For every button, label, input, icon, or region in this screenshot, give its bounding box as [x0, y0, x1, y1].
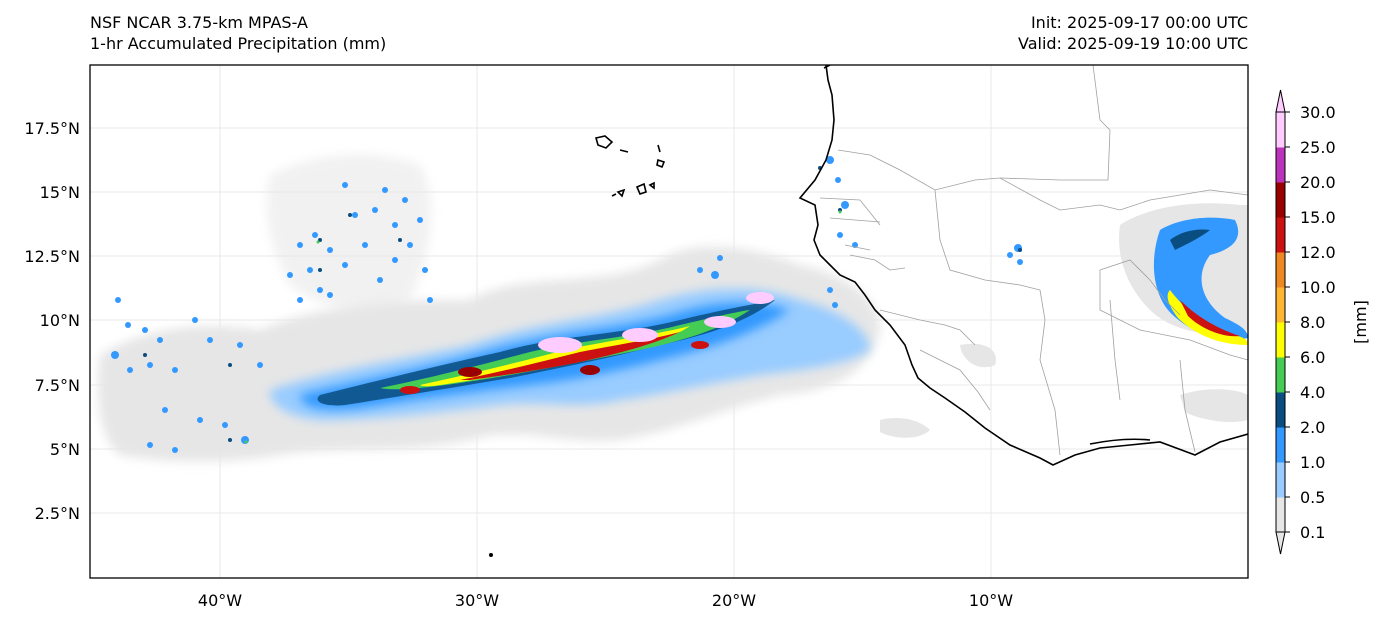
lat-label: 5°N: [50, 440, 80, 459]
scattered-cells: [111, 156, 1023, 453]
colorbar-segment: [1276, 147, 1285, 183]
colorbar-segment: [1276, 217, 1285, 253]
lat-label: 2.5°N: [35, 504, 80, 523]
init-time: Init: 2025-09-17 00:00 UTC: [1030, 13, 1248, 32]
island-dot: [489, 553, 493, 557]
colorbar-segment: [1276, 182, 1285, 218]
time-block: Init: 2025-09-17 00:00 UTC Valid: 2025-0…: [1018, 12, 1248, 54]
lat-label: 12.5°N: [24, 247, 80, 266]
title-block: NSF NCAR 3.75-km MPAS-A 1-hr Accumulated…: [90, 12, 386, 54]
colorbar-segment: [1276, 392, 1285, 428]
lon-label: 10°W: [969, 591, 1013, 610]
colorbar-tick-label: 12.0: [1300, 243, 1336, 262]
model-title: NSF NCAR 3.75-km MPAS-A: [90, 13, 308, 32]
lon-label: 30°W: [455, 591, 499, 610]
colorbar-tick-label: 15.0: [1300, 208, 1336, 227]
colorbar-tick-label: 8.0: [1300, 313, 1325, 332]
coastline: [594, 65, 1248, 466]
colorbar-tick-label: 0.1: [1300, 523, 1325, 542]
colorbar-min-arrow: [1275, 531, 1286, 555]
colorbar-segment: [1276, 252, 1285, 288]
colorbar: 0.1 0.5 1.0 2.0 4.0 6.0 8.0 10.0 12.0 15.0 20.0 25.…: [1275, 89, 1370, 555]
colorbar-tick-label: 4.0: [1300, 383, 1325, 402]
colorbar-tick-label: 20.0: [1300, 173, 1336, 192]
colorbar-tick-label: 1.0: [1300, 453, 1325, 472]
lat-label: 10°N: [40, 311, 80, 330]
valid-time: Valid: 2025-09-19 10:00 UTC: [1017, 34, 1248, 53]
field-title: 1-hr Accumulated Precipitation (mm): [90, 34, 387, 53]
map-frame: [89, 64, 1249, 579]
lon-label: 40°W: [198, 591, 242, 610]
longitude-labels: 40°W 30°W 20°W 10°W: [198, 591, 1013, 610]
colorbar-max-arrow: [1275, 89, 1286, 113]
colorbar-tick-label: 2.0: [1300, 418, 1325, 437]
colorbar-segment: [1276, 427, 1285, 463]
colorbar-tick-label: 30.0: [1300, 103, 1336, 122]
country-borders: [819, 65, 1248, 456]
colorbar-ticks: 0.1 0.5 1.0 2.0 4.0 6.0 8.0 10.0 12.0 15.0 20.0 25.…: [1285, 103, 1336, 542]
colorbar-tick-label: 25.0: [1300, 138, 1336, 157]
lon-label: 20°W: [712, 591, 756, 610]
precip-heavy-cores: [317, 229, 1248, 406]
lat-label: 15°N: [40, 183, 80, 202]
colorbar-segment: [1276, 287, 1285, 323]
colorbar-segment: [1276, 322, 1285, 358]
lat-label: 17.5°N: [24, 119, 80, 138]
map-content: [90, 65, 1248, 578]
colorbar-segment: [1276, 497, 1285, 533]
colorbar-segment: [1276, 462, 1285, 498]
colorbar-tick-label: 6.0: [1300, 348, 1325, 367]
colorbar-tick-label: 0.5: [1300, 488, 1325, 507]
colorbar-tick-label: 10.0: [1300, 278, 1336, 297]
latitude-labels: 17.5°N 15°N 12.5°N 10°N 7.5°N 5°N 2.5°N: [24, 119, 80, 523]
colorbar-segment: [1276, 112, 1285, 148]
colorbar-segment: [1276, 357, 1285, 393]
colorbar-segments: [1276, 112, 1285, 533]
colorbar-unit-label: [mm]: [1351, 300, 1370, 344]
lat-label: 7.5°N: [35, 376, 80, 395]
